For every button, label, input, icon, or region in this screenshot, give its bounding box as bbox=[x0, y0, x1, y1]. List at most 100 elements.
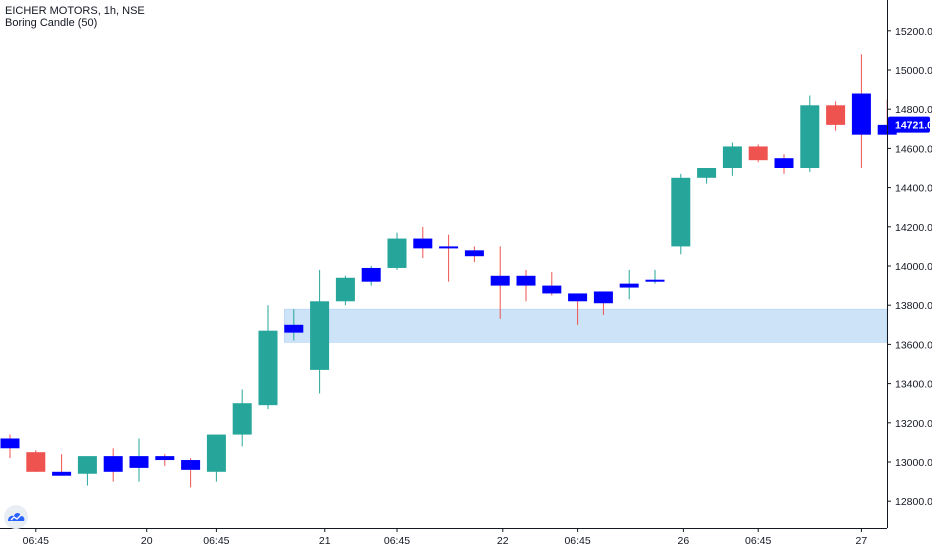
y-tick-label: 14000.00 bbox=[895, 261, 932, 273]
bullish-candle-body bbox=[722, 146, 742, 168]
candle bbox=[232, 389, 252, 447]
bullish-candle-body bbox=[697, 168, 717, 178]
boring-candle-body bbox=[181, 460, 201, 470]
candle bbox=[671, 173, 691, 255]
tradingview-logo-icon[interactable] bbox=[4, 505, 28, 529]
candle bbox=[800, 95, 820, 172]
bullish-candle-body bbox=[387, 238, 407, 268]
candle bbox=[619, 269, 639, 300]
candle bbox=[310, 269, 330, 394]
candle bbox=[490, 246, 510, 319]
candle bbox=[0, 434, 20, 459]
boring-candle-body bbox=[439, 246, 459, 249]
bullish-candle-body bbox=[310, 301, 330, 370]
bullish-candle-body bbox=[206, 434, 226, 472]
y-tick-label: 13800.00 bbox=[895, 300, 932, 312]
boring-candle-body bbox=[0, 438, 20, 449]
boring-candle-body bbox=[490, 275, 510, 286]
candle bbox=[335, 275, 355, 306]
y-tick-label: 13400.00 bbox=[895, 379, 932, 391]
boring-candle-body bbox=[129, 456, 149, 468]
candle bbox=[542, 271, 562, 296]
y-tick-label: 14800.00 bbox=[895, 104, 932, 116]
candle bbox=[52, 454, 72, 476]
bearish-candle-body bbox=[748, 146, 768, 161]
y-tick-label: 13000.00 bbox=[895, 457, 932, 469]
bullish-candle-body bbox=[800, 105, 820, 168]
boring-candle-body bbox=[52, 471, 72, 476]
boring-candle-body bbox=[516, 275, 536, 286]
candle bbox=[568, 293, 588, 325]
candle bbox=[129, 438, 149, 482]
candle bbox=[387, 232, 407, 270]
boring-candle-body bbox=[568, 293, 588, 302]
y-tick-label: 15000.00 bbox=[895, 65, 932, 77]
chart-title: EICHER MOTORS, 1h, NSE bbox=[5, 5, 145, 17]
x-tick-label: 21 bbox=[319, 535, 331, 547]
bullish-candle-body bbox=[77, 456, 97, 474]
candle bbox=[439, 234, 459, 282]
candle bbox=[26, 450, 46, 472]
boring-candle-body bbox=[645, 279, 665, 282]
zone-layer bbox=[284, 308, 888, 343]
demand-zone bbox=[284, 308, 888, 343]
boring-candle-body bbox=[413, 238, 433, 249]
candle bbox=[284, 309, 304, 341]
candle bbox=[748, 144, 768, 163]
boring-candle-body bbox=[464, 250, 484, 257]
x-tick-label: 06:45 bbox=[23, 535, 49, 547]
bearish-candle-body bbox=[826, 105, 846, 125]
bearish-candle-body bbox=[26, 452, 46, 472]
boring-candle-body bbox=[361, 267, 381, 282]
y-tick-label: 14200.00 bbox=[895, 222, 932, 234]
boring-candle-body bbox=[103, 456, 123, 472]
boring-candle-body bbox=[593, 291, 613, 304]
y-tick-label: 12800.00 bbox=[895, 496, 932, 508]
x-tick-label: 06:45 bbox=[384, 535, 410, 547]
candle bbox=[155, 454, 175, 466]
y-tick-label: 13200.00 bbox=[895, 418, 932, 430]
x-tick-label: 20 bbox=[141, 535, 153, 547]
candle bbox=[774, 154, 794, 174]
candle bbox=[361, 266, 381, 286]
boring-candle-body bbox=[542, 285, 562, 294]
candle bbox=[851, 54, 871, 168]
boring-candle-body bbox=[155, 456, 175, 461]
x-tick-label: 22 bbox=[497, 535, 509, 547]
candle bbox=[464, 246, 484, 263]
candle bbox=[77, 456, 97, 486]
bullish-candle-body bbox=[671, 177, 691, 247]
x-tick-label: 06:45 bbox=[564, 535, 590, 547]
x-tick-label: 06:45 bbox=[203, 535, 229, 547]
bullish-candle-body bbox=[232, 403, 252, 435]
candle bbox=[516, 269, 536, 302]
candle bbox=[593, 291, 613, 315]
y-tick-label: 14400.00 bbox=[895, 183, 932, 195]
bullish-candle-body bbox=[335, 277, 355, 302]
candle bbox=[103, 448, 123, 482]
candle-layer bbox=[0, 54, 897, 488]
candle bbox=[206, 434, 226, 482]
x-tick-label: 26 bbox=[678, 535, 690, 547]
indicator-label[interactable]: Boring Candle (50) bbox=[5, 17, 98, 29]
boring-candle-body bbox=[851, 93, 871, 135]
bullish-candle-body bbox=[258, 330, 278, 406]
x-tick-label: 27 bbox=[856, 535, 868, 547]
y-tick-label: 15200.00 bbox=[895, 26, 932, 38]
boring-candle-body bbox=[774, 158, 794, 168]
candle bbox=[722, 142, 742, 176]
candle bbox=[413, 226, 433, 259]
last-price-tag bbox=[888, 116, 930, 133]
candle bbox=[181, 458, 201, 488]
x-tick-label: 06:45 bbox=[745, 535, 771, 547]
candle bbox=[697, 168, 717, 184]
last-price-label: 14721.00 bbox=[895, 120, 932, 132]
candle bbox=[645, 269, 665, 284]
y-tick-label: 13600.00 bbox=[895, 339, 932, 351]
candle bbox=[258, 305, 278, 410]
candle bbox=[826, 101, 846, 131]
boring-candle-body bbox=[619, 283, 639, 288]
